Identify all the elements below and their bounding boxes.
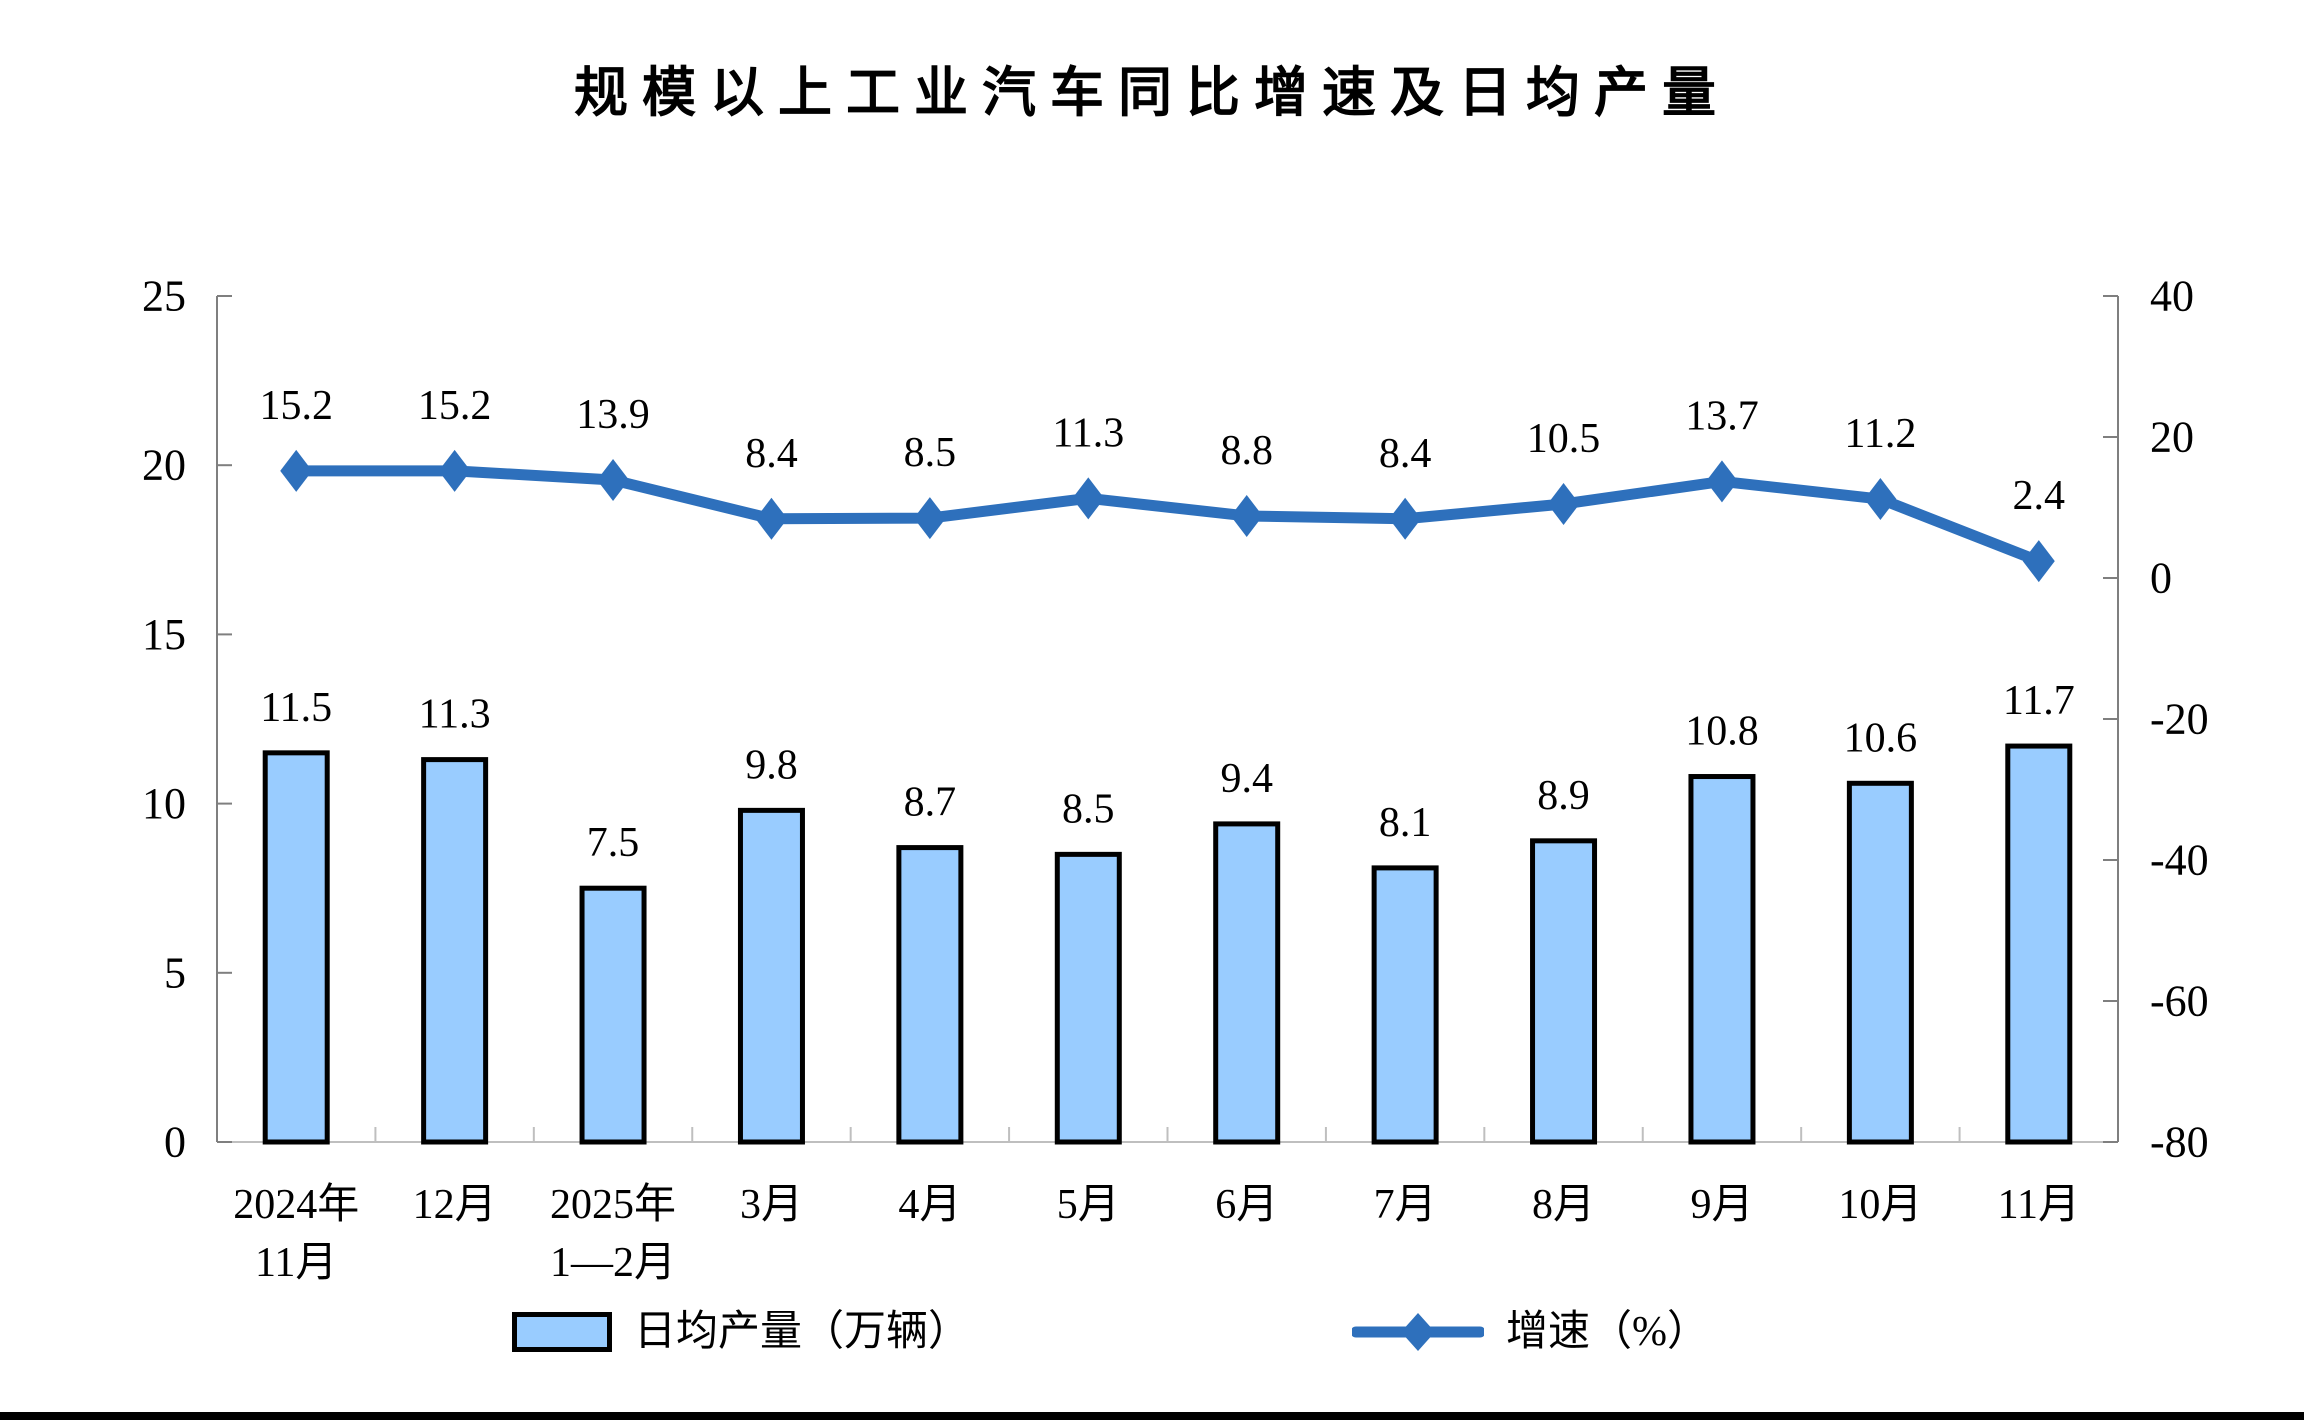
left-axis-tick-label: 5 xyxy=(164,948,186,997)
line-value-label: 15.2 xyxy=(259,383,333,429)
line-marker-diamond xyxy=(2022,540,2055,583)
line-marker-diamond xyxy=(1864,478,1897,521)
line-marker-diamond xyxy=(755,497,788,540)
line-value-label: 8.5 xyxy=(904,430,957,476)
bar xyxy=(737,807,805,1145)
x-category-label: 5月 xyxy=(1057,1182,1120,1228)
legend-item-growth-rate: 增速（%） xyxy=(1352,1302,1709,1362)
x-category-label: 3月 xyxy=(740,1182,803,1228)
right-axis-tick-label: -60 xyxy=(2150,977,2209,1026)
left-axis-tick-label: 15 xyxy=(142,610,186,659)
bar-value-label: 8.7 xyxy=(904,780,957,826)
bar xyxy=(1846,780,1914,1145)
left-axis-tick-label: 20 xyxy=(142,441,186,490)
line-diamond-swatch-icon xyxy=(1352,1313,1484,1351)
bar-value-label: 11.5 xyxy=(260,685,332,731)
line-value-label: 11.2 xyxy=(1844,411,1916,457)
line-marker-diamond xyxy=(1705,460,1738,503)
line-marker-diamond xyxy=(597,459,630,502)
left-axis-tick-label: 10 xyxy=(142,779,186,828)
right-axis-tick-label: -40 xyxy=(2150,836,2209,885)
bar-value-label: 8.5 xyxy=(1062,786,1115,832)
bar-value-label: 9.4 xyxy=(1220,756,1273,802)
line-value-label: 13.7 xyxy=(1685,393,1759,439)
left-axis-tick-label: 25 xyxy=(142,272,186,321)
line-marker-diamond xyxy=(1389,497,1422,540)
x-category-label: 6月 xyxy=(1215,1182,1278,1228)
chart-legend: 日均产量（万辆） 增速（%） xyxy=(0,1302,2304,1362)
x-category-label: 4月 xyxy=(898,1182,961,1228)
right-axis-tick-label: 40 xyxy=(2150,272,2194,321)
line-value-label: 15.2 xyxy=(418,383,492,429)
bar xyxy=(1054,851,1122,1145)
bar xyxy=(896,845,964,1145)
right-axis-tick-label: -20 xyxy=(2150,695,2209,744)
bar xyxy=(262,750,330,1145)
line-value-label: 8.4 xyxy=(1379,431,1432,477)
line-marker-diamond xyxy=(280,449,313,492)
bar-value-label: 8.9 xyxy=(1537,773,1590,819)
legend-label-growth-rate: 增速（%） xyxy=(1506,1309,1709,1355)
line-value-label: 11.3 xyxy=(1052,410,1124,456)
bar-value-label: 7.5 xyxy=(587,820,640,866)
left-axis-tick-label: 0 xyxy=(164,1118,186,1167)
line-value-label: 13.9 xyxy=(576,392,650,438)
growth-line xyxy=(296,465,2041,567)
bar-value-label: 11.3 xyxy=(419,692,491,738)
right-axis-tick-label: 0 xyxy=(2150,554,2172,603)
chart-title: 规模以上工业汽车同比增速及日均产量 xyxy=(574,63,1730,123)
x-category-label: 10月 xyxy=(1838,1182,1922,1228)
right-axis-tick-label: 20 xyxy=(2150,413,2194,462)
bar-value-label: 11.7 xyxy=(2003,678,2075,724)
x-category-label: 12月 xyxy=(413,1182,497,1228)
line-value-label: 10.5 xyxy=(1527,416,1601,462)
bar xyxy=(579,885,647,1145)
x-category-label: 11月 xyxy=(1998,1182,2080,1228)
x-category-label: 7月 xyxy=(1374,1182,1437,1228)
x-category-label: 8月 xyxy=(1532,1182,1595,1228)
bar-swatch-icon xyxy=(512,1312,612,1352)
bar xyxy=(1371,865,1439,1145)
right-axis-tick-label: -80 xyxy=(2150,1118,2209,1167)
line-value-label: 8.8 xyxy=(1220,428,1273,474)
line-marker-diamond xyxy=(1230,494,1263,537)
legend-item-daily-output: 日均产量（万辆） xyxy=(512,1302,970,1362)
bar-value-label: 8.1 xyxy=(1379,800,1432,846)
bar xyxy=(1688,774,1756,1145)
bar-value-label: 10.6 xyxy=(1844,715,1918,761)
line-value-label: 8.4 xyxy=(745,431,798,477)
x-category-label: 9月 xyxy=(1690,1182,1753,1228)
bottom-divider xyxy=(0,1412,2304,1420)
line-marker-diamond xyxy=(1547,482,1580,525)
x-category-label: 2024年 11月 xyxy=(233,1181,359,1286)
line-marker-diamond xyxy=(438,449,471,492)
bar xyxy=(1530,838,1598,1145)
legend-label-daily-output: 日均产量（万辆） xyxy=(634,1309,971,1355)
bar-value-label: 10.8 xyxy=(1685,709,1759,755)
line-value-label: 2.4 xyxy=(2013,473,2066,519)
bar xyxy=(2005,743,2073,1145)
x-category-label: 2025年 1—2月 xyxy=(550,1181,676,1286)
line-marker-diamond xyxy=(913,497,946,540)
bar-value-label: 9.8 xyxy=(745,742,798,788)
bar xyxy=(1213,821,1281,1145)
bar xyxy=(421,757,489,1145)
line-marker-diamond xyxy=(1072,477,1105,520)
